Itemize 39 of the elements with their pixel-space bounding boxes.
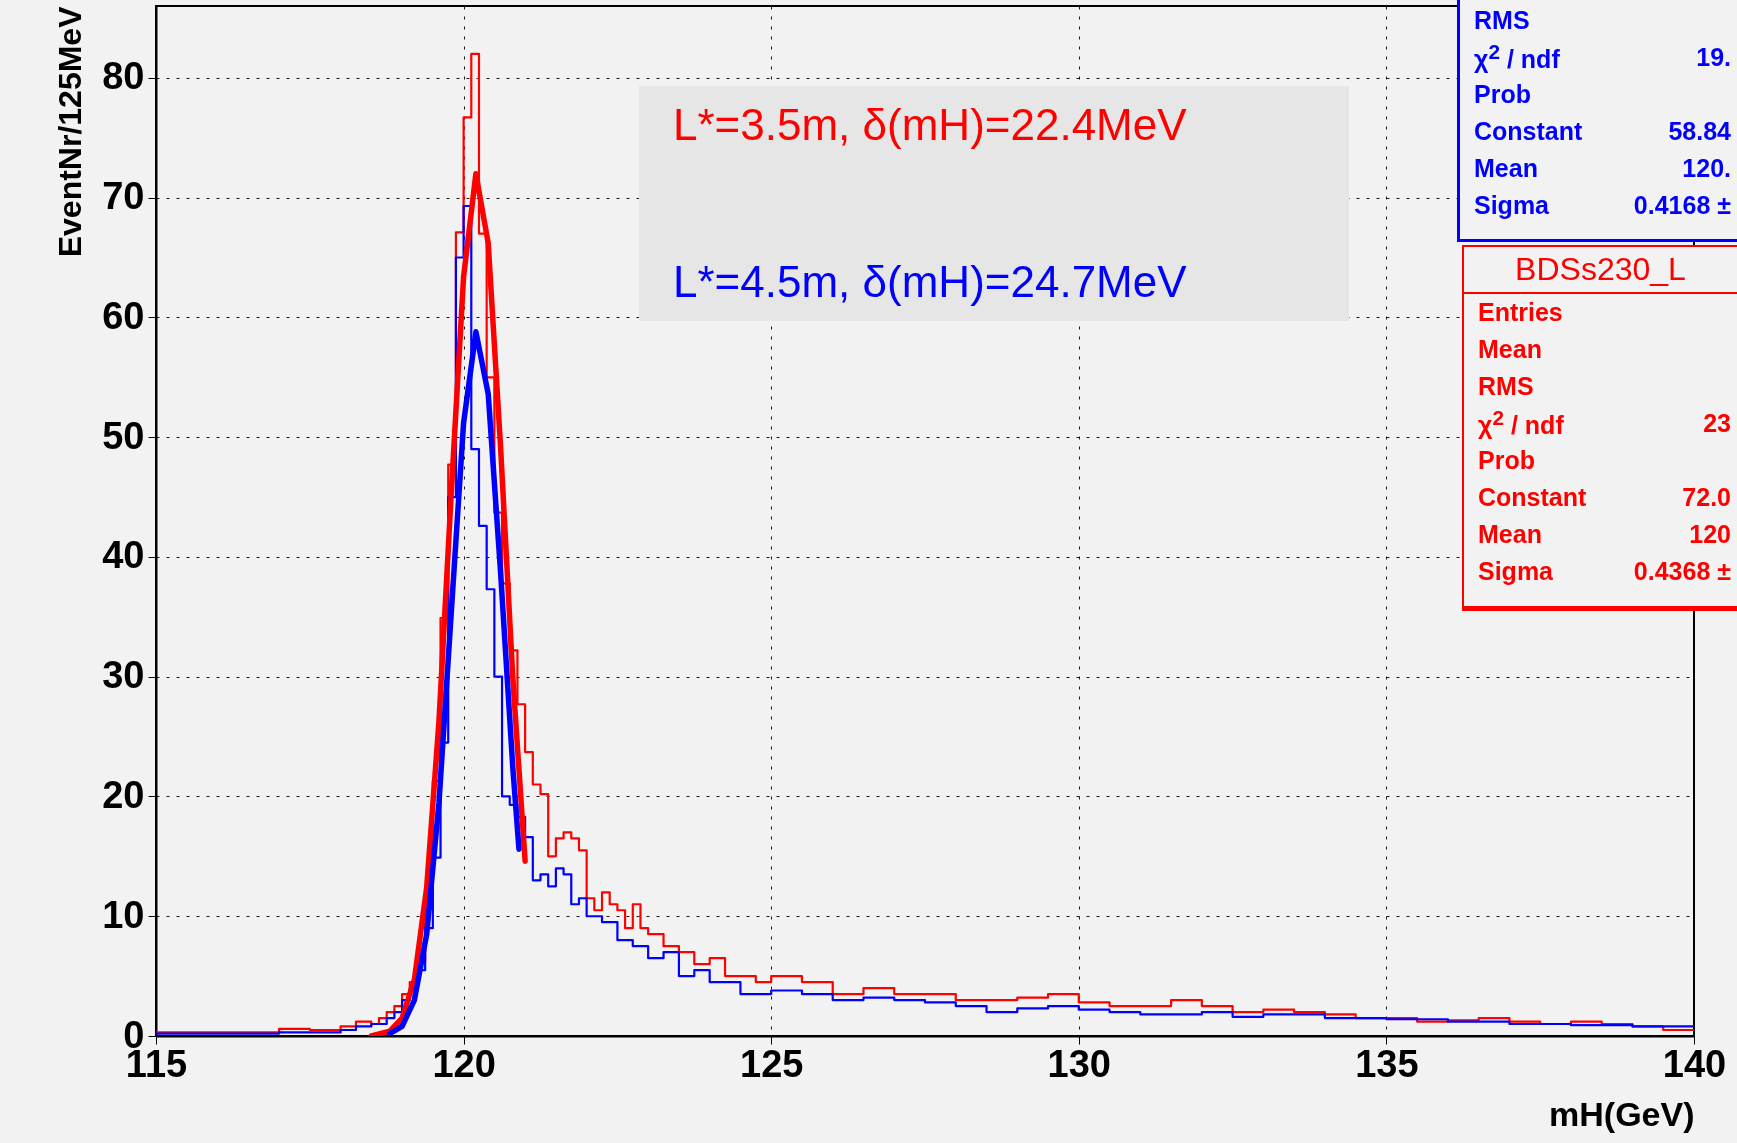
annotation: 72.0 (1682, 483, 1731, 512)
annotation: Mean (1474, 154, 1538, 183)
text-box: L*=3.5m, δ(mH)=22.4MeV L*=4.5m, δ(mH)=24.7MeV (639, 86, 1349, 321)
annotation: 0.4368 ± (1633, 557, 1731, 586)
annotation: Constant (1478, 483, 1587, 512)
annotation: 120. (1682, 154, 1731, 183)
annotation: 120 (1689, 520, 1731, 549)
x-tick-label: 125 (740, 1042, 804, 1085)
y-axis-title: EventNr/125MeV (52, 5, 89, 258)
annotation: Sigma (1474, 191, 1550, 220)
y-tick-label: 20 (102, 773, 145, 816)
annotation: Prob (1474, 80, 1531, 109)
x-axis-title: mH(GeV) (1549, 1094, 1695, 1133)
y-tick-label: 50 (102, 414, 145, 457)
annotation: Constant (1474, 117, 1583, 146)
text: 19. (1696, 43, 1731, 71)
y-tick-label: 70 (102, 175, 145, 218)
x-tick-label: 135 (1355, 1042, 1419, 1085)
annotation: Mean (1478, 335, 1542, 364)
y-tick-label: 30 (102, 654, 145, 697)
annotation: χ$^{2}$ / ndf (1474, 40, 1560, 75)
annotation: χ$^{2}$ / ndf (1478, 406, 1564, 441)
annotation: BDSs230_L (1464, 247, 1737, 294)
x-tick-label: 120 (432, 1042, 496, 1085)
y-tick-label: 80 (102, 55, 145, 98)
y-tick-label: 10 (102, 893, 145, 936)
annotation: Entries (1478, 298, 1563, 327)
annotation: Mean (1478, 520, 1542, 549)
annotation: RMS (1478, 372, 1534, 401)
text: 23 (1703, 409, 1731, 437)
annotation: Prob (1478, 446, 1535, 475)
annotation: 0.4168 ± (1633, 191, 1731, 220)
annotation: 58.84 (1668, 117, 1731, 146)
x-tick-label: 130 (1047, 1042, 1111, 1085)
y-tick-label: 40 (102, 534, 145, 577)
y-tick-label: 60 (102, 294, 145, 337)
x-tick-label: 140 (1662, 1042, 1727, 1085)
annotation: Sigma (1478, 557, 1554, 586)
annotation: RMS (1474, 6, 1530, 35)
